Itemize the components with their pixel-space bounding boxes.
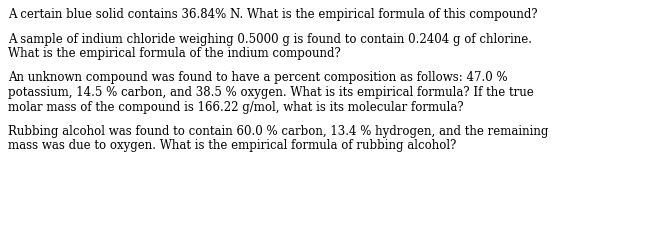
Text: An unknown compound was found to have a percent composition as follows: 47.0 %: An unknown compound was found to have a … [8,71,507,84]
Text: Rubbing alcohol was found to contain 60.0 % carbon, 13.4 % hydrogen, and the rem: Rubbing alcohol was found to contain 60.… [8,125,549,137]
Text: What is the empirical formula of the indium compound?: What is the empirical formula of the ind… [8,47,341,60]
Text: A certain blue solid contains 36.84% N. What is the empirical formula of this co: A certain blue solid contains 36.84% N. … [8,8,537,21]
Text: molar mass of the compound is 166.22 g/mol, what is its molecular formula?: molar mass of the compound is 166.22 g/m… [8,100,464,113]
Text: A sample of indium chloride weighing 0.5000 g is found to contain 0.2404 g of ch: A sample of indium chloride weighing 0.5… [8,32,532,45]
Text: potassium, 14.5 % carbon, and 38.5 % oxygen. What is its empirical formula? If t: potassium, 14.5 % carbon, and 38.5 % oxy… [8,86,534,99]
Text: mass was due to oxygen. What is the empirical formula of rubbing alcohol?: mass was due to oxygen. What is the empi… [8,139,456,152]
